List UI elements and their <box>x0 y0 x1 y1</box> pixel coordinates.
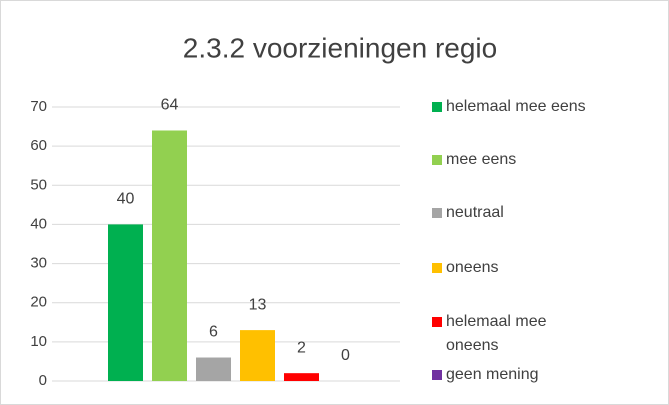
bar <box>240 330 275 381</box>
y-tick-label: 20 <box>30 294 47 311</box>
y-tick-label: 40 <box>30 215 47 232</box>
data-label: 40 <box>117 191 135 208</box>
legend-swatch <box>432 263 442 273</box>
data-label: 6 <box>209 324 218 341</box>
legend-label: neutraal <box>446 204 504 221</box>
legend-label: helemaal mee eens <box>446 98 586 115</box>
y-tick-label: 70 <box>30 98 47 115</box>
data-label: 0 <box>341 347 350 364</box>
y-tick-label: 10 <box>30 333 47 350</box>
y-tick-label: 0 <box>39 372 47 389</box>
y-tick-label: 30 <box>30 255 47 272</box>
bar <box>196 357 231 381</box>
data-label: 64 <box>161 97 179 114</box>
chart-title: 2.3.2 voorzieningen regio <box>183 32 497 63</box>
legend-swatch <box>432 102 442 112</box>
y-tick-label: 50 <box>30 176 47 193</box>
legend-swatch <box>432 370 442 380</box>
bar <box>108 224 143 381</box>
bar <box>152 130 187 381</box>
bar <box>284 373 319 381</box>
y-tick-label: 60 <box>30 137 47 154</box>
data-label: 2 <box>297 339 306 356</box>
legend-label: helemaal mee oneens <box>446 313 547 354</box>
legend-label: mee eens <box>446 151 516 168</box>
legend-swatch <box>432 317 442 327</box>
data-label: 13 <box>249 296 267 313</box>
legend-swatch <box>432 208 442 218</box>
legend-label: oneens <box>446 259 499 276</box>
legend-swatch <box>432 155 442 165</box>
legend-label: geen mening <box>446 366 539 383</box>
